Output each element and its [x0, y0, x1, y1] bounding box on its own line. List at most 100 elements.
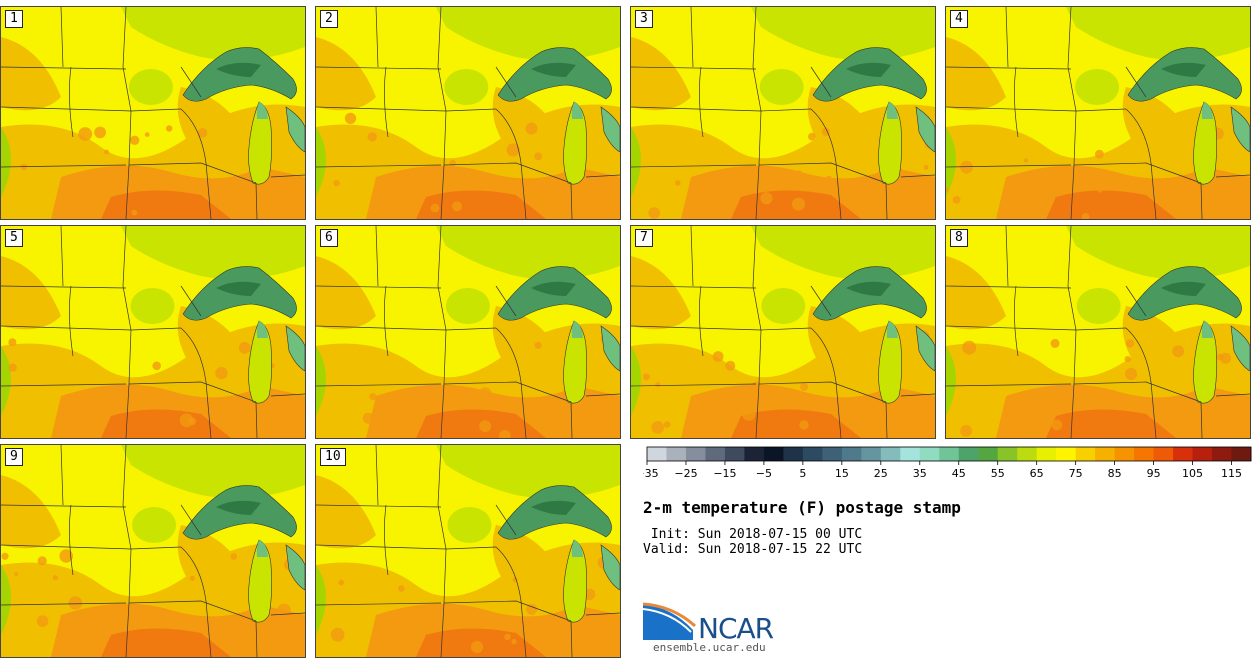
temperature-cell [52, 575, 58, 581]
western-warm-region [316, 256, 376, 330]
temperature-cell [479, 420, 492, 433]
state-border [316, 602, 442, 606]
temperature-cell [1050, 338, 1060, 348]
state-border [316, 285, 442, 289]
temperature-cell [1220, 352, 1232, 364]
state-border [316, 164, 442, 168]
colorbar-tick-label: 115 [1221, 467, 1242, 480]
temperature-cell [725, 360, 736, 371]
state-border [60, 7, 64, 68]
state-border [384, 66, 389, 138]
northern-cool-region [751, 7, 935, 61]
lake-superior-deep [216, 62, 261, 77]
state-border [810, 66, 832, 98]
temperature-cell [450, 168, 460, 177]
state-border [128, 162, 257, 184]
member-number: 6 [320, 229, 338, 247]
temperature-map [1, 7, 305, 219]
state-border [1, 325, 132, 331]
temperature-cell [131, 165, 137, 171]
state-border [585, 393, 620, 397]
colorbar-swatch [685, 447, 706, 461]
state-border [946, 285, 1072, 289]
state-border [205, 162, 212, 219]
temperature-cell [655, 382, 661, 388]
temperature-cell [800, 383, 809, 391]
stamp-panel-5: 5 [0, 225, 306, 439]
temperature-cell [330, 627, 345, 642]
temperature-cell [1095, 149, 1104, 159]
colorbar-swatch [1192, 447, 1213, 461]
lake-michigan [1193, 101, 1217, 185]
site-url[interactable]: ensemble.ucar.edu [653, 641, 766, 654]
state-border [520, 600, 527, 657]
state-border [445, 327, 497, 331]
lake-superior-deep [531, 62, 576, 77]
state-border [270, 612, 305, 616]
midwest-warm-region [1122, 306, 1196, 376]
state-border [69, 504, 74, 576]
temperature-cell [277, 603, 291, 618]
cool-patch [1076, 288, 1121, 324]
state-border [443, 381, 572, 403]
temperature-map [1, 226, 305, 438]
state-border [885, 401, 888, 438]
temperature-cell [648, 207, 660, 219]
state-border [60, 226, 64, 287]
state-border [1125, 285, 1147, 317]
ncar-logo-text: NCAR [698, 612, 774, 645]
state-border [835, 381, 842, 438]
lake-huron [600, 325, 620, 372]
temperature-cell [729, 177, 735, 183]
member-number: 9 [5, 448, 23, 466]
temperature-cell [571, 420, 583, 432]
lake-huron [285, 106, 305, 153]
temperature-map [631, 7, 935, 219]
state-border [810, 108, 837, 164]
stamp-panel-3: 3 [630, 6, 936, 220]
state-border [205, 600, 212, 657]
state-border [128, 600, 257, 622]
temperature-cell [384, 187, 397, 199]
temperature-cell [1051, 419, 1063, 431]
northern-cool-region [436, 445, 620, 499]
temperature-map [946, 226, 1250, 438]
midwest-warm-region [1122, 87, 1196, 157]
state-border [885, 182, 888, 219]
lake-huron [285, 325, 305, 372]
temperature-cell [197, 128, 208, 138]
lake-michigan-north [886, 102, 898, 119]
temperature-cell [792, 197, 805, 211]
temperature-cell [380, 413, 385, 419]
northern-cool-region [121, 226, 305, 280]
valid-time: Valid: Sun 2018-07-15 22 UTC [643, 542, 863, 557]
temperature-cell [394, 625, 400, 631]
temperature-cell [1097, 187, 1103, 193]
temperature-cell [158, 390, 169, 401]
ncar-logo-arc-white [643, 608, 692, 633]
western-cool-region [1, 127, 11, 197]
lake-michigan-north [886, 321, 898, 338]
state-border [810, 285, 832, 317]
state-border [375, 7, 379, 68]
colorbar-tick-label: 105 [1182, 467, 1203, 480]
temperature-cell [712, 351, 724, 362]
state-border [384, 504, 389, 576]
state-border [130, 546, 182, 550]
temperature-cell [121, 166, 133, 178]
state-border [760, 108, 812, 112]
state-border [495, 108, 522, 164]
lake-michigan-north [256, 321, 268, 338]
state-border [758, 162, 887, 184]
state-border [180, 546, 207, 602]
lake-superior-deep [531, 500, 576, 515]
lake-huron [1230, 325, 1250, 372]
figure-title: 2-m temperature (F) postage stamp [643, 498, 961, 517]
northern-cool-region [751, 226, 935, 280]
colorbar-tick-label: 45 [952, 467, 966, 480]
stamp-panel-6: 6 [315, 225, 621, 439]
state-border [631, 383, 757, 387]
temperature-cell [338, 579, 345, 586]
state-border [443, 162, 572, 184]
state-border [758, 381, 887, 403]
